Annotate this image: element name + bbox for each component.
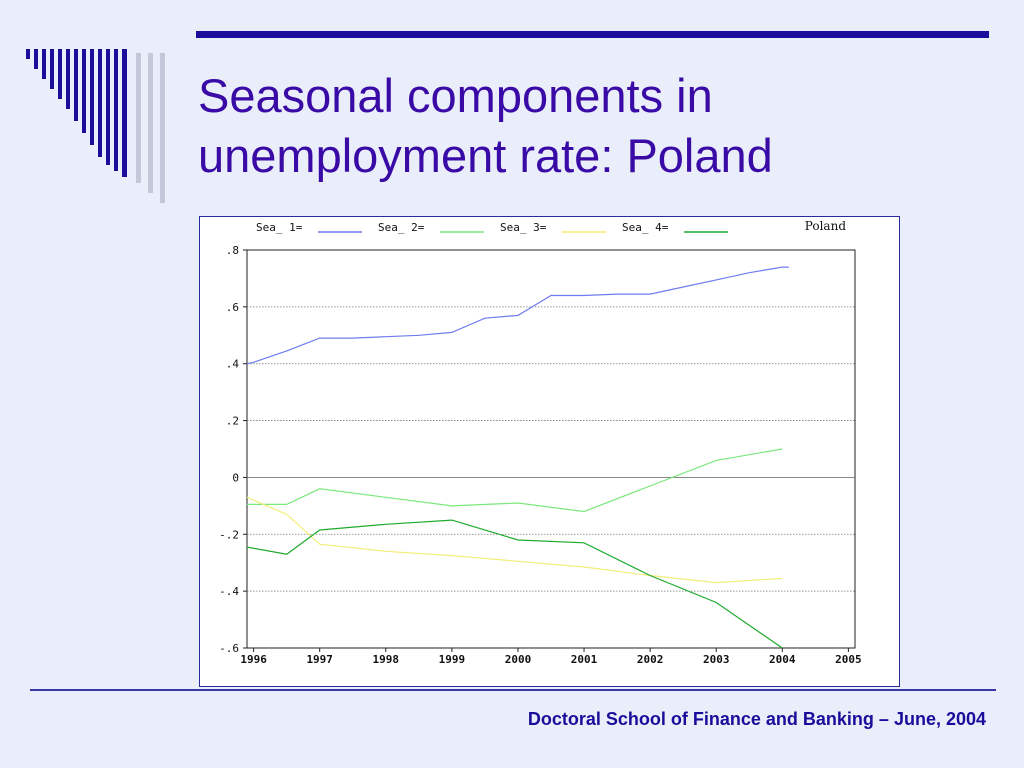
y-tick-label: -.6 [219, 642, 239, 655]
x-tick-label: 1996 [240, 653, 267, 666]
x-tick-label: 2000 [505, 653, 532, 666]
x-tick-label: 2004 [769, 653, 796, 666]
legend-item: Sea_ 2= [378, 221, 484, 234]
series-line-2 [247, 448, 783, 513]
x-tick-label: 1997 [306, 653, 333, 666]
legend-label: Sea_ 4= [622, 221, 669, 234]
y-tick-label: 0 [232, 471, 239, 484]
legend-item: Sea_ 4= [622, 221, 728, 234]
y-tick-label: .4 [226, 358, 240, 371]
legend-label: Sea_ 1= [256, 221, 303, 234]
grid-layer [247, 306, 855, 592]
series-layer [246, 266, 789, 649]
decorative-bars [26, 49, 165, 203]
slide-title: Seasonal components in unemployment rate… [198, 69, 773, 182]
chart-title: Poland [805, 219, 847, 233]
series-line-3 [246, 496, 783, 584]
legend-label: Sea_ 2= [378, 221, 425, 234]
y-tick-label: .6 [226, 301, 239, 314]
footer-text: Doctoral School of Finance and Banking –… [527, 709, 986, 729]
x-tick-label: 2002 [637, 653, 664, 666]
y-tick-label: .8 [226, 244, 239, 257]
legend-item: Sea_ 3= [500, 221, 606, 234]
legend: Sea_ 1= Sea_ 2= Sea_ 3= Sea_ 4= [256, 221, 728, 234]
x-tick-layer: 1996 1997 1998 1999 2000 2001 2002 2003 2004 2005 [240, 648, 862, 666]
x-tick-label: 1999 [439, 653, 466, 666]
x-tick-label: 2005 [835, 653, 862, 666]
top-rule [196, 31, 989, 38]
y-tick-label: .2 [226, 415, 239, 428]
x-tick-label: 1998 [373, 653, 400, 666]
x-tick-label: 2001 [571, 653, 598, 666]
y-tick-label: -.2 [219, 528, 239, 541]
x-tick-label: 2003 [703, 653, 730, 666]
y-tick-label: -.4 [219, 585, 239, 598]
plot-area [246, 249, 856, 649]
legend-item: Sea_ 1= [256, 221, 362, 234]
line-chart: .8 .6 .4 .2 0 -.2 -.4 -.6 1996 1997 1998 1999 2000 2… [219, 219, 862, 666]
bottom-rule [30, 689, 996, 691]
series-line-1 [246, 266, 789, 365]
series-line-4 [246, 519, 783, 649]
y-tick-layer: .8 .6 .4 .2 0 -.2 -.4 -.6 [219, 244, 247, 655]
legend-label: Sea_ 3= [500, 221, 547, 234]
chart-frame: .8 .6 .4 .2 0 -.2 -.4 -.6 1996 1997 1998 1999 2000 2… [199, 216, 900, 687]
